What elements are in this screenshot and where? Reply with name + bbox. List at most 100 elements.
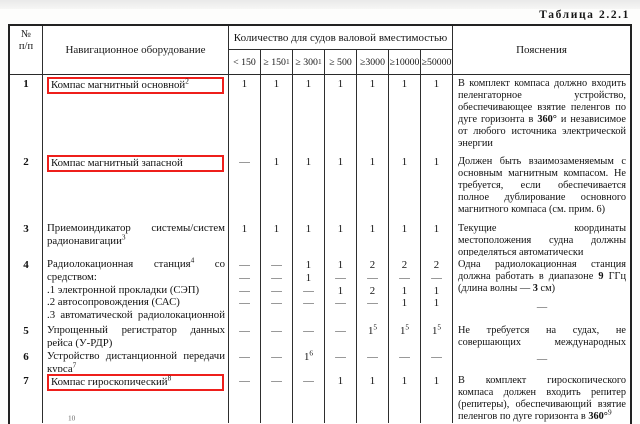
quantity-value: — bbox=[271, 375, 282, 387]
table-body: 1 Компас магнитный основной2 1 1 1 1 1 1 1 В комп… bbox=[10, 75, 630, 423]
quantity-value: 1 bbox=[433, 223, 440, 235]
quantity-cell: — bbox=[421, 348, 453, 372]
header-num-line2: п/п bbox=[18, 41, 34, 52]
explanation-text: В комплект гироскопического компаса долж… bbox=[458, 375, 626, 422]
quantity-value: 1 bbox=[369, 156, 376, 168]
quantity-value: 15 bbox=[431, 322, 442, 337]
highlighted-equipment-name: Компас магнитный основной2 bbox=[47, 77, 224, 94]
explanation-cell: В комплект компаса должно входить пеленг… bbox=[453, 75, 630, 153]
explanation-text: Должен быть взаимозаменяемым с основным … bbox=[458, 156, 626, 215]
quantity-cell: — — — — bbox=[229, 256, 261, 322]
quantity-cell: — bbox=[229, 348, 261, 372]
quantity-value: — bbox=[271, 325, 282, 337]
quantity-value: 1 bbox=[273, 223, 280, 235]
explanation-cell: В комплект гироскопического компаса долж… bbox=[453, 372, 630, 423]
quantity-value: 1 bbox=[369, 78, 376, 90]
quantity-value: — bbox=[303, 284, 314, 297]
quantity-value: — bbox=[239, 284, 250, 297]
header-equipment: Навигационное оборудование bbox=[43, 26, 229, 74]
quantity-value: 1 bbox=[241, 78, 248, 90]
header-explanation: Пояснения bbox=[516, 44, 567, 56]
equipment-cell: Устройство дистанционной передачи курса7 bbox=[43, 348, 229, 372]
quantity-value: 1 bbox=[433, 156, 440, 168]
quantity-cell: 15 bbox=[389, 322, 421, 348]
quantity-value: — bbox=[239, 156, 250, 168]
equipment-name: Приемоиндикатор системы/систем радионави… bbox=[47, 222, 225, 247]
quantity-cell: 15 bbox=[357, 322, 389, 348]
quantity-value: 16 bbox=[303, 348, 314, 363]
quantity-value: — bbox=[431, 351, 442, 363]
quantity-cell: — bbox=[293, 372, 325, 423]
quantity-cell: 1 bbox=[261, 75, 293, 153]
quantity-cell: 1 bbox=[421, 220, 453, 256]
quantity-value: — bbox=[271, 284, 282, 297]
quantity-value: 1 bbox=[369, 375, 376, 387]
header-size-column: ≥ 500 bbox=[325, 50, 357, 74]
quantity-value: — bbox=[239, 297, 250, 310]
quantity-value: — bbox=[367, 351, 378, 363]
quantity-cell: — bbox=[261, 322, 293, 348]
quantity-cell: 1 bbox=[357, 75, 389, 153]
quantity-value: 1 bbox=[305, 78, 312, 90]
equipment-cell: Приемоиндикатор системы/систем радионави… bbox=[43, 220, 229, 256]
quantity-value: — bbox=[239, 325, 250, 337]
quantity-cell: — bbox=[293, 322, 325, 348]
quantity-cell: — bbox=[229, 322, 261, 348]
quantity-cell: 1 bbox=[389, 153, 421, 220]
quantity-cell: 1 bbox=[229, 75, 261, 153]
quantity-cell: 2—2— bbox=[357, 256, 389, 322]
quantity-value: 1 bbox=[401, 284, 408, 297]
quantity-cell: 1 bbox=[325, 220, 357, 256]
quantity-value: — bbox=[367, 297, 378, 310]
explanation-text: — bbox=[536, 354, 548, 365]
quantity-value: 1 bbox=[433, 284, 440, 297]
quantity-cell: 16 bbox=[293, 348, 325, 372]
equipment-name: Радиолокационная станция4 со средством: bbox=[47, 256, 225, 283]
header-size-column: ≥ 300 1 bbox=[293, 50, 325, 74]
quantity-value: 1 bbox=[401, 297, 408, 310]
quantity-cell: 1 bbox=[389, 220, 421, 256]
quantity-value: 1 bbox=[433, 78, 440, 90]
quantity-value: — bbox=[335, 297, 346, 310]
highlighted-equipment-name: Компас гироскопический8 bbox=[47, 374, 224, 391]
explanation-dash: — bbox=[536, 302, 548, 313]
quantity-cell: — bbox=[325, 348, 357, 372]
equipment-name: Упрощенный регистратор данных рейса (У-Р… bbox=[47, 324, 225, 348]
quantity-value: 1 bbox=[241, 223, 248, 235]
row-number: 7 bbox=[10, 372, 43, 423]
quantity-value: 1 bbox=[305, 223, 312, 235]
equipment-cell: Компас гироскопический8 bbox=[43, 372, 229, 423]
quantity-value: 15 bbox=[399, 322, 410, 337]
explanation-cell: Не требуется на судах, не совершающих ме… bbox=[453, 322, 630, 348]
quantity-cell: — bbox=[261, 372, 293, 423]
header-num-line1: № bbox=[20, 29, 32, 40]
quantity-value: — bbox=[399, 271, 410, 284]
row-number: 1 bbox=[10, 75, 43, 153]
header-size-column: ≥50000 bbox=[421, 50, 453, 74]
quantity-cell: — bbox=[325, 322, 357, 348]
explanation-text: Не требуется на судах, не совершающих ме… bbox=[458, 325, 626, 348]
quantity-value: — bbox=[271, 271, 282, 284]
quantity-cell: 1 bbox=[293, 153, 325, 220]
quantity-cell: 1 bbox=[325, 372, 357, 423]
header-quantity-group: Количество для судов валовой вместимость… bbox=[229, 26, 453, 50]
quantity-cell: 2—1 1 bbox=[421, 256, 453, 322]
quantity-value: 1 bbox=[305, 156, 312, 168]
row-number: 5 bbox=[10, 322, 43, 348]
quantity-cell: 1 bbox=[421, 153, 453, 220]
quantity-value: 1 bbox=[401, 223, 408, 235]
quantity-cell: 1 bbox=[357, 153, 389, 220]
quantity-value: — bbox=[399, 351, 410, 363]
quantity-value: 1 bbox=[273, 78, 280, 90]
quantity-cell: 1 bbox=[261, 153, 293, 220]
header-row-number: № п/п bbox=[10, 26, 43, 74]
quantity-value: 1 bbox=[337, 259, 344, 271]
quantity-cell: — bbox=[389, 348, 421, 372]
quantity-value: 1 bbox=[433, 375, 440, 387]
row-number: 2 bbox=[10, 153, 43, 220]
quantity-value: 1 bbox=[337, 223, 344, 235]
explanation-cell: Текущие координаты местоположения судна … bbox=[453, 220, 630, 256]
quantity-cell: 1 1— — bbox=[293, 256, 325, 322]
quantity-cell: 1 bbox=[261, 220, 293, 256]
quantity-value: 1 bbox=[401, 78, 408, 90]
